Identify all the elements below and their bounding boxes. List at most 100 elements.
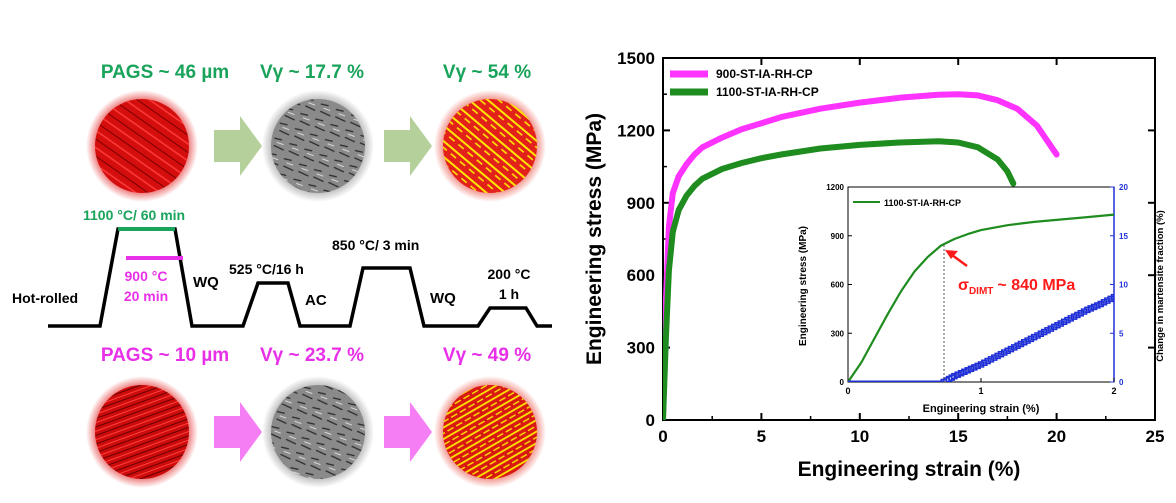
inset-martensite-point <box>991 354 998 361</box>
inset-y-tick-label: 300 <box>831 329 845 338</box>
inset-martensite-point <box>1060 318 1068 326</box>
inset-martensite-point <box>1014 342 1021 349</box>
inset-martensite-point <box>974 362 981 370</box>
inset-y-axis-label: Engineering stress (MPa) <box>798 226 809 346</box>
main-y-tick-label: 600 <box>627 266 655 285</box>
main-x-tick-label: 25 <box>1146 427 1165 446</box>
inset-martensite-point <box>1100 299 1108 306</box>
label-hot-rolled: Hot-rolled <box>12 290 78 306</box>
inset-martensite-point <box>1027 335 1035 343</box>
main-x-tick-label: 5 <box>757 427 766 446</box>
inset-martensite-point <box>1044 327 1051 334</box>
inset-y-tick-label: 600 <box>831 281 845 290</box>
inset-y-tick-label: 1200 <box>826 183 844 192</box>
bottom-label-vg2: Vγ ~ 49 % <box>443 345 531 366</box>
dimt-sigma: σ <box>958 277 969 294</box>
inset-martensite-point <box>1094 302 1101 309</box>
label-1100: 1100 °C/ 60 min <box>83 207 185 223</box>
inset-martensite-point <box>1057 320 1065 327</box>
dimt-annotation: σDIMT ~ 840 MPa <box>945 250 1075 297</box>
main-series-group <box>663 91 1060 420</box>
inset-martensite-point <box>1104 297 1111 304</box>
dimt-label: σDIMT ~ 840 MPa <box>958 277 1075 297</box>
bottom-label-vg1: Vγ ~ 23.7 % <box>260 345 364 366</box>
inset-martensite-point <box>1084 306 1091 314</box>
inset-legend: 1100-ST-IA-RH-CP <box>853 198 961 208</box>
top-label-vg2: Vγ ~ 54 % <box>443 62 531 83</box>
inset-martensite-point <box>1070 313 1078 320</box>
inset-martensite-point <box>964 367 971 374</box>
inset-y2-tick-label: 15 <box>1119 232 1128 241</box>
micrograph-bottom-phase <box>434 376 546 488</box>
inset-y2-tick-label: 20 <box>1119 183 1128 192</box>
dimt-arrow-shaft <box>951 253 968 268</box>
inset-martensite-point <box>994 352 1001 360</box>
inset-martensite-point <box>981 359 988 366</box>
inset-martensite-point <box>1004 347 1011 355</box>
micrograph-top-phase <box>434 90 546 202</box>
micrograph-bottom-pags <box>86 376 198 488</box>
inset-x-axis-label: Engineering strain (%) <box>923 403 1040 415</box>
inset-martensite-point <box>951 372 958 380</box>
inset-martensite-point <box>977 361 985 368</box>
inset-martensite-point <box>1097 300 1104 308</box>
inset-martensite-point <box>1067 315 1075 322</box>
top-label-pags: PAGS ~ 46 µm <box>101 62 229 83</box>
main-y-tick-label: 900 <box>627 194 655 213</box>
label-200a: 200 °C <box>488 266 531 282</box>
inset-martensite-point <box>1030 333 1038 341</box>
legend-label-1100: 1100-ST-IA-RH-CP <box>716 85 819 99</box>
top-label-vg1: Vγ ~ 17.7 % <box>260 62 364 83</box>
main-legend: 900-ST-IA-RH-CP 1100-ST-IA-RH-CP <box>670 67 819 99</box>
main-y-tick-label: 1500 <box>617 49 655 68</box>
inset-y-tick-label: 0 <box>840 378 845 387</box>
inset-martensite-point <box>1087 305 1094 312</box>
inset-martensite-point <box>1054 321 1061 329</box>
inset-martensite-point <box>1064 316 1071 324</box>
main-y-tick-label: 1200 <box>617 121 655 140</box>
inset-y2-tick-label: 0 <box>1119 378 1124 387</box>
inset-martensite-point <box>1090 303 1098 311</box>
main-x-tick-label: 20 <box>1047 427 1066 446</box>
inset-martensite-point <box>1080 308 1088 315</box>
micrograph-top-sem <box>262 90 374 202</box>
inset-martensite-point <box>984 357 991 365</box>
inset-martensite-point <box>1001 349 1008 356</box>
inset-martensite-point <box>1074 311 1081 319</box>
arrow-green-1 <box>214 116 262 176</box>
label-850: 850 °C/ 3 min <box>332 237 419 253</box>
main-x-tick-label: 15 <box>949 427 968 446</box>
label-wq1: WQ <box>193 274 219 291</box>
series-line-900 <box>663 91 1060 420</box>
inset-martensite-point <box>1034 332 1041 339</box>
inset-martensite-point <box>1037 330 1045 337</box>
label-900a: 900 °C <box>125 268 168 284</box>
dimt-value: ~ 840 MPa <box>997 277 1075 294</box>
label-wq2: WQ <box>430 290 456 307</box>
main-x-axis-label: Engineering strain (%) <box>798 458 1021 481</box>
dimt-subscript: DIMT <box>969 286 993 297</box>
arrow-pink-2 <box>384 402 432 462</box>
micrograph-bottom-sem <box>262 376 374 488</box>
inset-y2-tick-label: 5 <box>1119 329 1124 338</box>
inset-martensite-point <box>997 350 1005 358</box>
inset-series-line-1100 <box>848 213 1114 382</box>
inset-x-tick-label: 1 <box>978 386 983 396</box>
inset-martensite-point <box>961 368 968 376</box>
microstructure-panel: PAGS ~ 46 µm Vγ ~ 17.7 % Vγ ~ 54 % Hot-r… <box>12 62 552 488</box>
legend-label-900: 900-ST-IA-RH-CP <box>716 67 813 81</box>
inset-legend-label: 1100-ST-IA-RH-CP <box>884 198 961 208</box>
inset-martensite-point <box>971 364 978 371</box>
micrograph-top-pags <box>86 90 198 202</box>
inset-martensite-point <box>1020 339 1028 346</box>
inset-series-group <box>848 213 1114 382</box>
label-200b: 1 h <box>499 286 519 302</box>
label-525: 525 °C/16 h <box>229 261 304 277</box>
dimt-arrow-head <box>945 250 958 259</box>
inset-y-tick-label: 900 <box>831 232 845 241</box>
label-900b: 20 min <box>124 288 168 304</box>
inset-martensite-point <box>1024 337 1031 344</box>
main-x-tick-label: 10 <box>850 427 869 446</box>
